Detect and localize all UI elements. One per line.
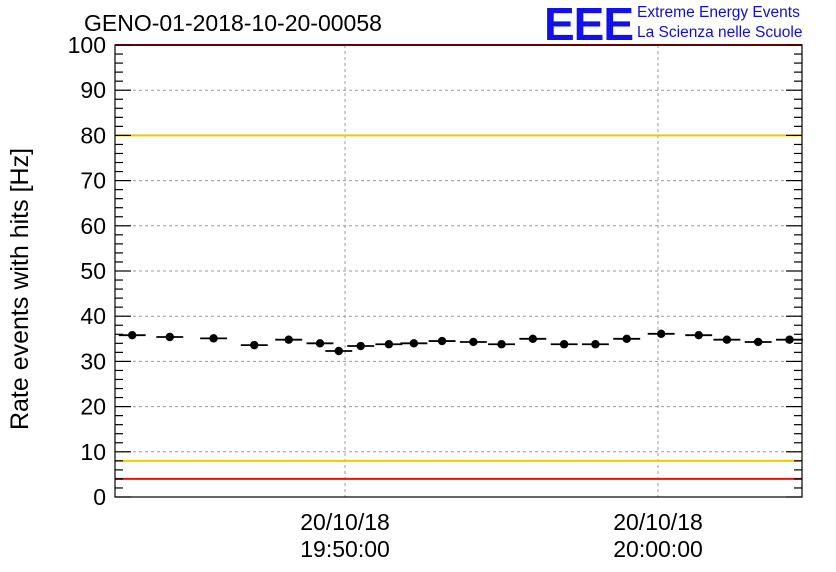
data-point bbox=[400, 339, 428, 348]
data-point bbox=[581, 340, 609, 349]
marker bbox=[753, 337, 763, 347]
axis-ticks bbox=[115, 44, 802, 498]
marker bbox=[315, 339, 325, 348]
y-tick-label: 10 bbox=[80, 439, 106, 465]
y-tick-label: 90 bbox=[80, 77, 106, 103]
marker bbox=[785, 335, 794, 344]
y-tick-label: 0 bbox=[93, 484, 106, 510]
x-tick-time: 20:00:00 bbox=[613, 536, 703, 562]
grid bbox=[115, 45, 802, 497]
x-tick-date: 20/10/18 bbox=[300, 509, 390, 535]
y-tick-label: 80 bbox=[80, 122, 106, 148]
y-tick-label: 30 bbox=[80, 348, 106, 374]
data-point bbox=[613, 334, 641, 343]
data-point bbox=[647, 329, 675, 339]
chart-title: GENO-01-2018-10-20-00058 bbox=[84, 10, 382, 36]
marker bbox=[622, 334, 631, 343]
y-tick-label: 20 bbox=[80, 394, 106, 420]
data-point bbox=[118, 330, 146, 340]
eee-logo: EEE bbox=[544, 0, 634, 50]
marker bbox=[722, 335, 732, 344]
marker bbox=[209, 334, 218, 343]
y-tick-label: 70 bbox=[80, 168, 106, 194]
marker bbox=[437, 336, 447, 346]
marker bbox=[165, 332, 174, 342]
data-point bbox=[685, 330, 713, 340]
data-series bbox=[118, 329, 803, 356]
data-point bbox=[550, 340, 578, 349]
data-point bbox=[275, 335, 303, 344]
reference-lines bbox=[115, 44, 802, 480]
marker bbox=[694, 330, 703, 340]
marker bbox=[409, 339, 419, 348]
y-tick-label: 40 bbox=[80, 303, 106, 329]
data-point bbox=[713, 335, 741, 344]
x-tick-date: 20/10/18 bbox=[613, 509, 703, 535]
logo-line-1: Extreme Energy Events bbox=[637, 4, 800, 21]
data-point bbox=[240, 340, 268, 350]
marker bbox=[469, 337, 478, 347]
logo-line-2: La Scienza nelle Scuole bbox=[637, 24, 803, 41]
y-tick-label: 50 bbox=[80, 258, 106, 284]
marker bbox=[128, 330, 137, 340]
x-tick-time: 19:50:00 bbox=[300, 536, 390, 562]
marker bbox=[250, 340, 259, 350]
data-point bbox=[156, 332, 184, 342]
marker bbox=[384, 340, 394, 349]
data-point bbox=[428, 336, 456, 346]
marker bbox=[656, 329, 666, 339]
y-tick-label: 60 bbox=[80, 213, 106, 239]
y-axis-title: Rate events with hits [Hz] bbox=[6, 148, 34, 430]
marker bbox=[334, 346, 343, 356]
data-point bbox=[347, 341, 375, 351]
marker bbox=[528, 334, 538, 343]
data-point bbox=[744, 337, 772, 347]
y-tick-labels: 0 10 20 30 40 50 60 70 80 90 100 bbox=[68, 32, 106, 510]
marker bbox=[591, 340, 600, 349]
y-tick-label: 100 bbox=[68, 32, 106, 58]
marker bbox=[356, 341, 365, 351]
data-point bbox=[200, 334, 228, 343]
data-point bbox=[325, 346, 353, 356]
marker bbox=[284, 335, 293, 344]
data-point bbox=[459, 337, 487, 347]
data-point bbox=[488, 340, 515, 349]
data-point bbox=[776, 335, 803, 344]
marker bbox=[559, 340, 569, 349]
data-point bbox=[519, 334, 547, 343]
data-point bbox=[375, 340, 403, 349]
data-point bbox=[306, 339, 334, 348]
marker bbox=[497, 340, 506, 349]
